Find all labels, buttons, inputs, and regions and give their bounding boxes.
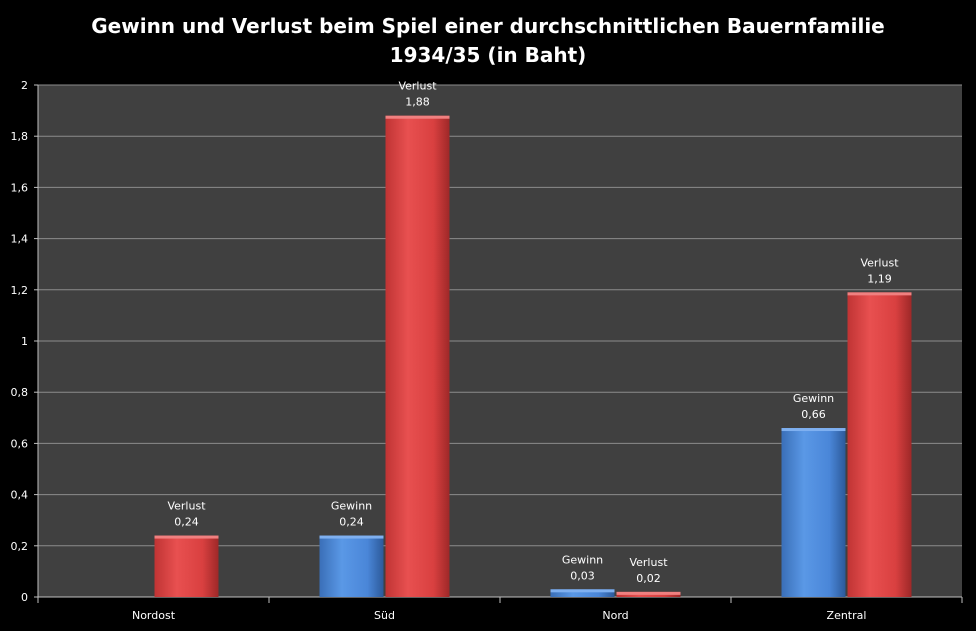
bar-top-highlight xyxy=(154,535,219,539)
y-tick-label: 1,8 xyxy=(11,130,29,143)
y-tick-label: 0,4 xyxy=(11,489,29,502)
data-label-value: 0,24 xyxy=(339,516,364,529)
bar-verlust-süd xyxy=(385,115,450,597)
bar-verlust-zentral xyxy=(847,292,912,597)
x-tick-label: Zentral xyxy=(827,609,867,622)
y-tick-label: 0,6 xyxy=(11,437,29,450)
data-label-series: Verlust xyxy=(629,556,668,569)
y-tick-label: 0,8 xyxy=(11,386,29,399)
bar-top-highlight xyxy=(385,115,450,119)
data-label-value: 0,03 xyxy=(570,569,595,582)
data-label-series: Gewinn xyxy=(793,392,834,405)
data-label-value: 0,66 xyxy=(801,408,826,421)
y-tick-label: 1 xyxy=(21,335,28,348)
data-label-value: 1,19 xyxy=(867,272,892,285)
chart-title-line-1: Gewinn und Verlust beim Spiel einer durc… xyxy=(91,14,885,38)
y-tick-label: 2 xyxy=(21,79,28,92)
bar-gewinn-süd xyxy=(319,535,384,597)
bar-top-highlight xyxy=(847,292,912,296)
data-label-series: Gewinn xyxy=(562,553,603,566)
y-tick-label: 1,4 xyxy=(11,233,29,246)
data-label-value: 0,02 xyxy=(636,572,661,585)
y-tick-label: 1,2 xyxy=(11,284,29,297)
data-label-value: 1,88 xyxy=(405,96,430,109)
data-label-series: Verlust xyxy=(167,500,206,513)
bar-top-highlight xyxy=(616,591,681,595)
data-label-series: Gewinn xyxy=(331,500,372,513)
bar-top-highlight xyxy=(550,589,615,593)
y-tick-label: 1,6 xyxy=(11,181,29,194)
y-tick-label: 0 xyxy=(21,591,28,604)
chart-title: Gewinn und Verlust beim Spiel einer durc… xyxy=(0,12,976,70)
data-label-series: Verlust xyxy=(860,256,899,269)
data-label-value: 0,24 xyxy=(174,516,199,529)
x-tick-label: Nordost xyxy=(132,609,176,622)
bar-gewinn-nord xyxy=(550,589,615,597)
bar-verlust-nordost xyxy=(154,535,219,597)
bar-top-highlight xyxy=(319,535,384,539)
x-tick-label: Süd xyxy=(374,609,395,622)
x-tick-label: Nord xyxy=(602,609,628,622)
bar-gewinn-zentral xyxy=(781,428,846,597)
y-tick-label: 0,2 xyxy=(11,540,29,553)
data-label-series: Verlust xyxy=(398,80,437,93)
bar-top-highlight xyxy=(781,428,846,432)
chart-title-line-2: 1934/35 (in Baht) xyxy=(389,43,587,67)
